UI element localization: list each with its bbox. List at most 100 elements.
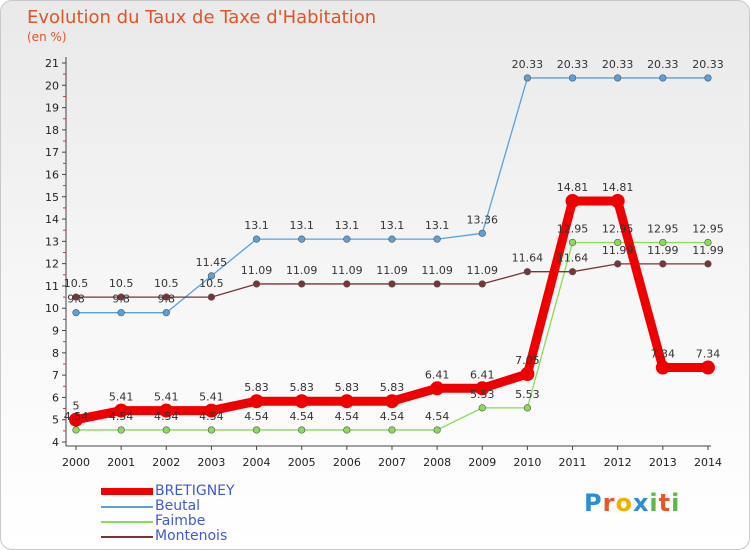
- y-tick-label: 10: [45, 302, 59, 315]
- data-point: [72, 309, 80, 317]
- data-point: [343, 280, 351, 288]
- data-point: [704, 260, 712, 268]
- y-tick-label: 9: [52, 325, 59, 338]
- y-tick-label: 17: [45, 146, 59, 159]
- data-label: 11.99: [602, 244, 634, 257]
- x-tick-label: 2007: [378, 456, 406, 469]
- axes: 4 5 6 7 8 9 10 11 12 13 14 15 16 17 18 19 20 21 2000 2001 20…: [45, 57, 722, 469]
- data-point: [523, 74, 532, 82]
- x-tick-label: 2006: [333, 456, 361, 469]
- x-tick-label: 2012: [604, 456, 632, 469]
- chart-subtitle: (en %): [27, 30, 67, 44]
- data-label: 12.95: [557, 222, 589, 235]
- data-point: [388, 235, 396, 243]
- data-point: [659, 74, 667, 82]
- data-point: [614, 238, 622, 247]
- logo-letter: i: [671, 489, 681, 517]
- data-label: 11.09: [376, 264, 408, 277]
- x-tick-label: 2014: [694, 456, 722, 469]
- x-tick-label: 2011: [559, 456, 587, 469]
- x-tick-label: 2004: [243, 456, 271, 469]
- data-label: 4.54: [380, 410, 405, 423]
- data-label: 7.34: [651, 348, 676, 361]
- data-point: [249, 394, 264, 409]
- data-label: 4.54: [335, 410, 360, 423]
- data-point: [207, 293, 216, 301]
- data-label: 5: [73, 400, 80, 413]
- legend-label: Montenois: [155, 528, 228, 544]
- data-label: 11.45: [196, 256, 228, 269]
- data-point: [159, 403, 174, 418]
- data-point: [298, 426, 306, 434]
- series-bretigney: [69, 194, 715, 427]
- series-beutal: [72, 74, 712, 317]
- data-point: [294, 394, 309, 409]
- data-point: [568, 238, 577, 247]
- data-point: [704, 74, 712, 82]
- data-point: [655, 360, 670, 375]
- proxiti-logo: Proxiti: [584, 489, 680, 517]
- data-point: [388, 426, 396, 434]
- data-point: [72, 293, 80, 301]
- data-point: [69, 412, 83, 427]
- data-label: 20.33: [512, 58, 544, 71]
- x-tick-label: 2002: [152, 456, 180, 469]
- data-label: 11.09: [421, 264, 453, 277]
- data-point: [114, 403, 129, 418]
- legend-swatch: [101, 536, 153, 538]
- data-point: [523, 404, 532, 412]
- data-label: 5.83: [244, 381, 269, 394]
- y-tick-label: 7: [52, 369, 59, 382]
- data-point: [523, 268, 532, 276]
- data-label: 4.54: [64, 410, 89, 423]
- data-point: [343, 235, 351, 243]
- y-tick-label: 15: [45, 191, 59, 204]
- data-label: 11.99: [692, 244, 724, 257]
- data-label: 4.54: [199, 410, 224, 423]
- data-point: [298, 235, 306, 243]
- y-tick-label: 21: [45, 57, 59, 70]
- data-point: [252, 280, 261, 288]
- data-label: 6.41: [425, 368, 450, 381]
- data-label: 20.33: [647, 58, 679, 71]
- value-labels-layer: 5 5.41 5.41 5.41 5.83 5.83 5.83 5.83 6.41 6.41 7.0…: [64, 58, 724, 423]
- data-label: 12.95: [692, 222, 724, 235]
- data-label: 5.83: [289, 381, 314, 394]
- data-label: 10.5: [154, 277, 179, 290]
- data-point: [117, 426, 125, 434]
- x-tick-label: 2005: [288, 456, 316, 469]
- legend-label: BRETIGNEY: [155, 483, 235, 499]
- data-point: [475, 381, 490, 396]
- data-point: [343, 426, 351, 434]
- data-point: [117, 309, 125, 317]
- series-faimbe: [72, 238, 712, 434]
- data-label: 11.09: [467, 264, 499, 277]
- data-point: [568, 74, 577, 82]
- y-tick-label: 13: [45, 235, 59, 248]
- data-point: [610, 194, 625, 209]
- data-label: 9.8: [67, 293, 85, 306]
- data-point: [252, 235, 261, 243]
- data-point: [614, 260, 622, 268]
- y-tick-label: 11: [45, 280, 59, 293]
- data-point: [659, 260, 667, 268]
- data-label: 10.5: [199, 277, 224, 290]
- data-point: [117, 293, 125, 301]
- y-tick-label: 14: [45, 213, 59, 226]
- data-point: [433, 280, 441, 288]
- data-label: 7.05: [515, 354, 540, 367]
- data-label: 6.41: [470, 368, 495, 381]
- data-label: 13.1: [335, 219, 360, 232]
- data-label: 9.8: [158, 293, 176, 306]
- y-tick-label: 4: [52, 436, 59, 449]
- data-point: [614, 74, 622, 82]
- x-tick-label: 2009: [468, 456, 496, 469]
- logo-letter: x: [632, 489, 650, 517]
- data-point: [659, 238, 667, 247]
- data-label: 5.53: [515, 388, 540, 401]
- logo-letter: i: [649, 489, 659, 517]
- series-layer: [69, 74, 715, 434]
- data-point: [207, 426, 216, 434]
- data-label: 13.1: [244, 219, 269, 232]
